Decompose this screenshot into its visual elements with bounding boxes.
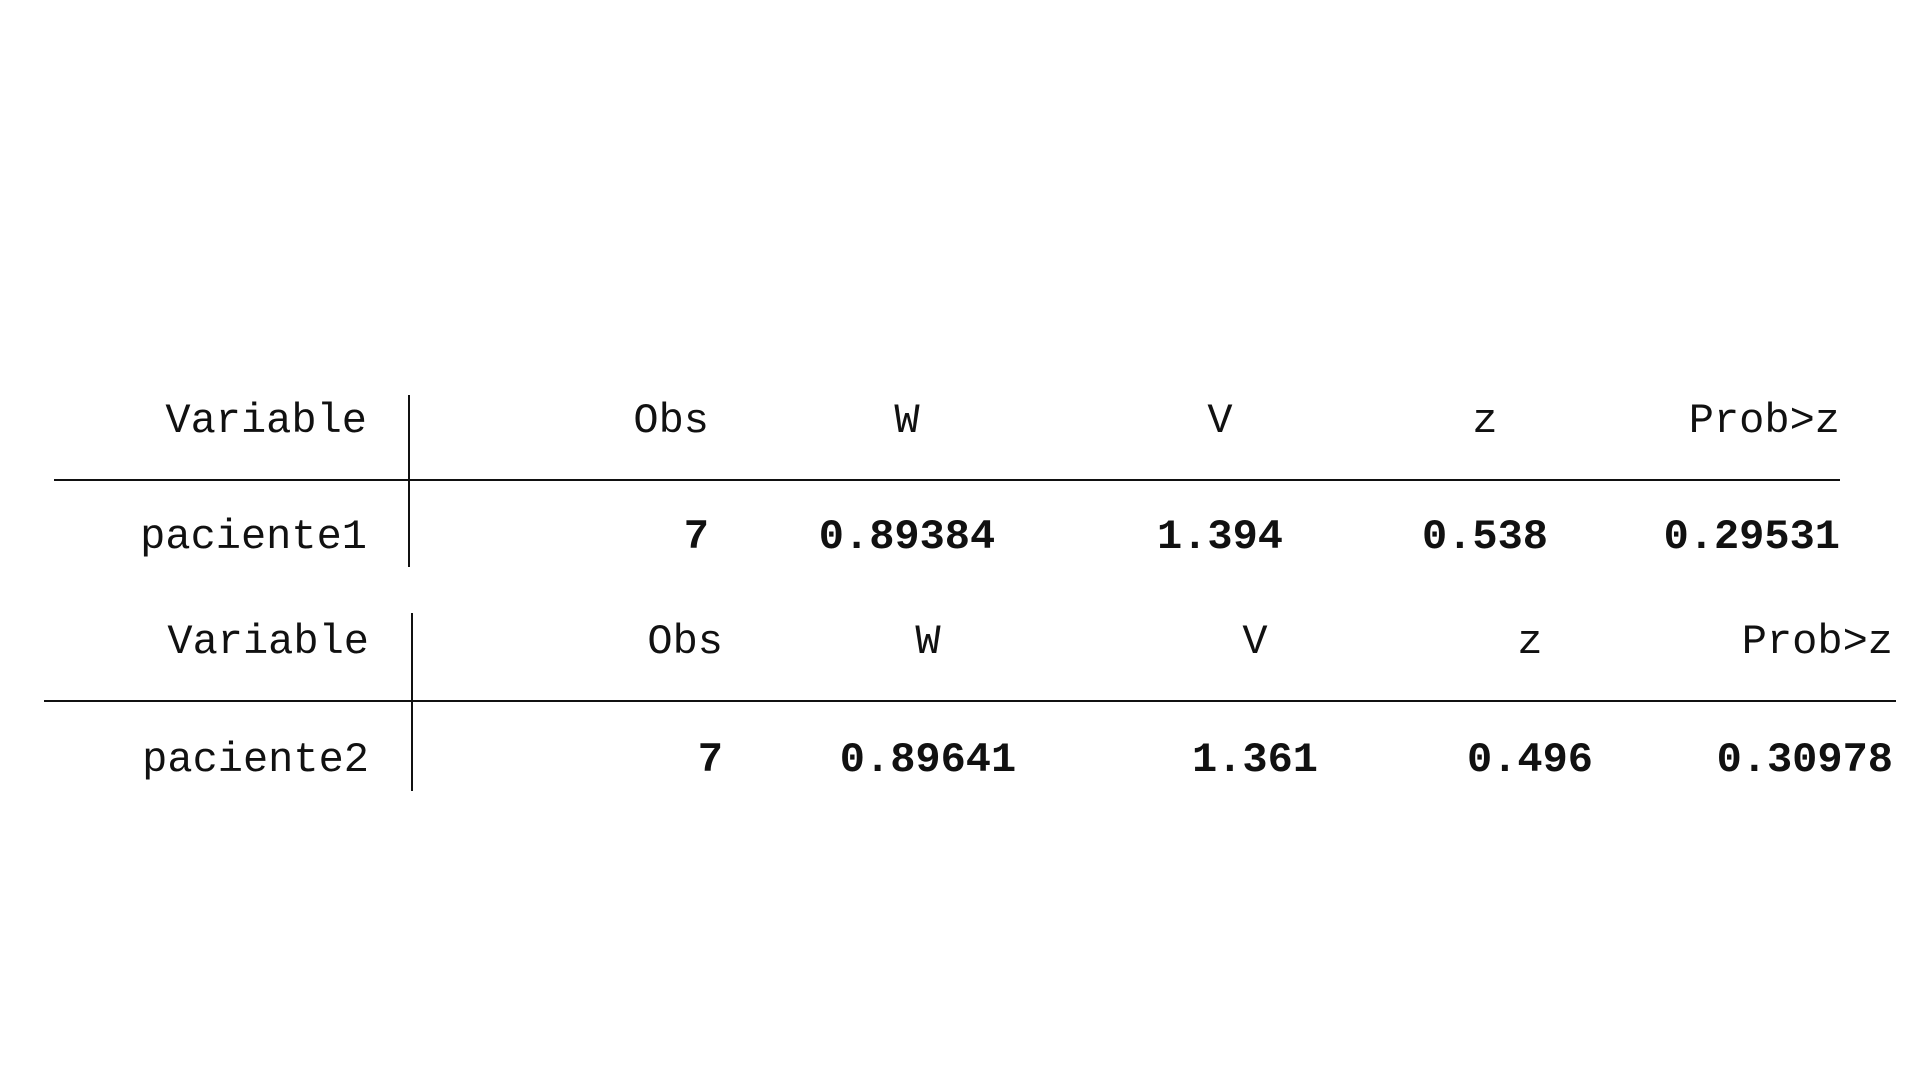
header-v: V — [1242, 618, 1268, 666]
row-variable-name: paciente1 — [140, 513, 367, 561]
row-variable-name: paciente2 — [142, 736, 369, 784]
header-z: z — [1517, 618, 1543, 666]
swilk-table-1: Variable Obs W V z Prob>z paciente1 7 0.… — [0, 385, 1920, 575]
swilk-table-2: Variable Obs W V z Prob>z paciente2 7 0.… — [0, 603, 1920, 793]
row-v-value: 1.394 — [1156, 513, 1284, 561]
header-v: V — [1207, 397, 1233, 445]
row-z-value: 0.496 — [1466, 736, 1594, 784]
header-rule — [44, 700, 1896, 702]
header-rule — [54, 479, 1840, 481]
row-v-value: 1.361 — [1191, 736, 1319, 784]
row-obs-value: 7 — [697, 736, 723, 784]
header-obs: Obs — [647, 618, 723, 666]
row-z-value: 0.538 — [1421, 513, 1549, 561]
row-obs-value: 7 — [683, 513, 709, 561]
header-variable: Variable — [165, 397, 367, 445]
row-w-value: 0.89384 — [818, 513, 996, 561]
header-variable: Variable — [167, 618, 369, 666]
column-divider — [408, 395, 410, 567]
row-w-value: 0.89641 — [839, 736, 1017, 784]
column-divider — [411, 613, 413, 791]
header-w: W — [915, 618, 941, 666]
row-prob-value: 0.30978 — [1716, 736, 1893, 784]
header-prob: Prob>z — [1741, 618, 1893, 666]
header-prob: Prob>z — [1688, 397, 1840, 445]
header-w: W — [894, 397, 920, 445]
header-z: z — [1472, 397, 1498, 445]
header-obs: Obs — [633, 397, 709, 445]
row-prob-value: 0.29531 — [1663, 513, 1840, 561]
